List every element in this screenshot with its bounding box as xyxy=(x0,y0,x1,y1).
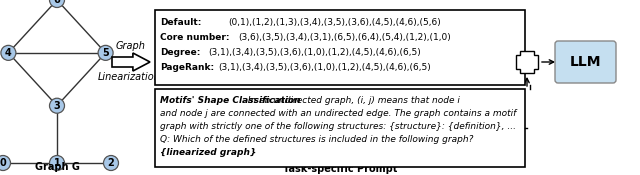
Text: 2: 2 xyxy=(108,158,115,168)
Text: graph with strictly one of the following structures: {structure}: {definition}, : graph with strictly one of the following… xyxy=(160,122,516,131)
Text: 4: 4 xyxy=(5,48,12,58)
Text: 1: 1 xyxy=(54,158,60,168)
Circle shape xyxy=(1,45,16,60)
Text: 5: 5 xyxy=(102,48,109,58)
FancyBboxPatch shape xyxy=(555,41,616,83)
FancyBboxPatch shape xyxy=(155,10,525,85)
Text: (0,1),(1,2),(1,3),(3,4),(3,5),(3,6),(4,5),(4,6),(5,6): (0,1),(1,2),(1,3),(3,4),(3,5),(3,6),(4,5… xyxy=(228,18,441,27)
Text: Graph: Graph xyxy=(116,41,146,51)
Text: 3: 3 xyxy=(54,101,60,111)
Circle shape xyxy=(98,45,113,60)
Text: Core number:: Core number: xyxy=(160,33,230,42)
Text: Task-specific Prompt: Task-specific Prompt xyxy=(283,163,397,173)
FancyBboxPatch shape xyxy=(155,89,525,167)
Text: : In an undirected graph, (i, j) means that node i: : In an undirected graph, (i, j) means t… xyxy=(242,96,460,105)
Text: 6: 6 xyxy=(54,0,60,5)
Circle shape xyxy=(49,0,65,8)
Text: PageRank:: PageRank: xyxy=(160,63,214,72)
Text: Graph G: Graph G xyxy=(35,162,79,172)
Text: Motifs' Shape Classification: Motifs' Shape Classification xyxy=(160,96,301,105)
Text: Q: Which of the defined structures is included in the following graph?: Q: Which of the defined structures is in… xyxy=(160,135,474,144)
Circle shape xyxy=(0,156,10,170)
Text: Linearization: Linearization xyxy=(97,72,161,82)
Text: and node j are connected with an undirected edge. The graph contains a motif: and node j are connected with an undirec… xyxy=(160,109,516,118)
Text: (3,1),(3,4),(3,5),(3,6),(1,0),(1,2),(4,5),(4,6),(6,5): (3,1),(3,4),(3,5),(3,6),(1,0),(1,2),(4,5… xyxy=(208,48,420,57)
Circle shape xyxy=(49,156,65,170)
Circle shape xyxy=(104,156,118,170)
Circle shape xyxy=(49,98,65,113)
Text: LLM: LLM xyxy=(570,55,601,69)
Polygon shape xyxy=(516,51,538,73)
Text: Degree:: Degree: xyxy=(160,48,200,57)
Text: Default:: Default: xyxy=(160,18,202,27)
Text: 0: 0 xyxy=(0,158,6,168)
Text: {linearized graph}: {linearized graph} xyxy=(160,148,256,157)
Text: (3,6),(3,5),(3,4),(3,1),(6,5),(6,4),(5,4),(1,2),(1,0): (3,6),(3,5),(3,4),(3,1),(6,5),(6,4),(5,4… xyxy=(238,33,451,42)
Polygon shape xyxy=(112,53,150,71)
Text: (3,1),(3,4),(3,5),(3,6),(1,0),(1,2),(4,5),(4,6),(6,5): (3,1),(3,4),(3,5),(3,6),(1,0),(1,2),(4,5… xyxy=(218,63,431,72)
